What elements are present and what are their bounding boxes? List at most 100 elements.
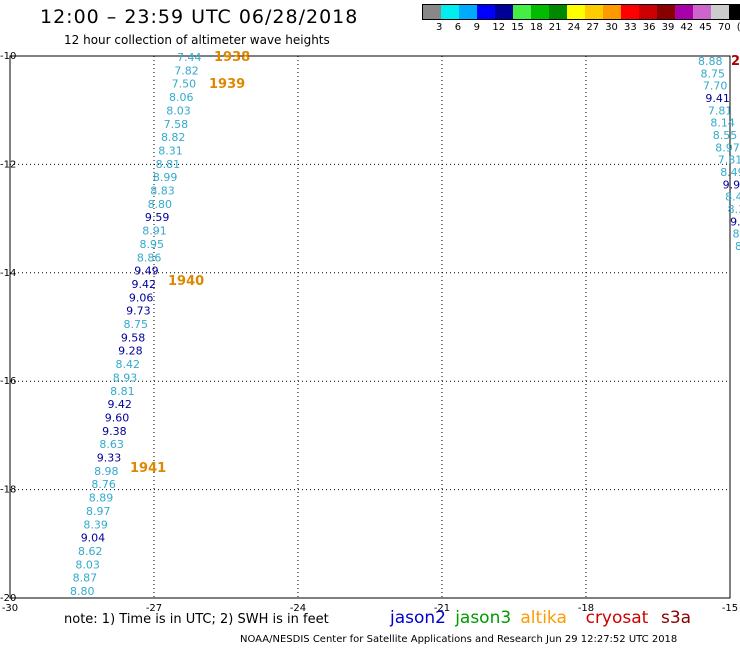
swh-value-track-a: 9.28 [118, 345, 142, 358]
swh-value-track-b: 8.14 [710, 117, 735, 130]
swh-value-track-a: 8.62 [78, 545, 103, 558]
credit-text: NOAA/NESDIS Center for Satellite Applica… [240, 634, 678, 645]
x-tick-label: -30 [2, 603, 18, 614]
colorbar-label: 70 [718, 22, 731, 33]
swh-value-track-b: 8.75 [700, 67, 725, 80]
colorbar-swatch [675, 5, 693, 19]
y-tick-label: -10 [0, 51, 16, 62]
swh-value-track-a: 8.75 [124, 318, 149, 331]
colorbar-label: 15 [511, 22, 524, 33]
y-tick-label: -12 [0, 159, 16, 170]
colorbar-swatch [567, 5, 585, 19]
x-tick-label: -18 [578, 603, 594, 614]
swh-value-track-a: 8.82 [161, 131, 186, 144]
colorbar-swatches [422, 4, 740, 20]
chart-subtitle: 12 hour collection of altimeter wave hei… [64, 33, 330, 47]
swh-value-track-a: 8.89 [89, 492, 114, 505]
colorbar-label: 45 [699, 22, 712, 33]
swh-value-track-a: 8.99 [153, 171, 178, 184]
swh-value-track-a: 9.59 [145, 211, 170, 224]
x-tick-label: -27 [146, 603, 162, 614]
x-tick-label: -15 [722, 603, 738, 614]
chart-title: 12:00 – 23:59 UTC 06/28/2018 [40, 6, 359, 28]
swh-value-track-a: 8.87 [73, 572, 98, 585]
swh-value-track-a: 8.03 [75, 558, 100, 571]
colorbar-swatch [495, 5, 513, 19]
swh-value-track-a: 7.82 [174, 64, 199, 77]
swh-value-track-a: 8.81 [110, 385, 135, 398]
swh-value-track-b: 7.81 [708, 104, 733, 117]
legend-item: jason2 [390, 608, 446, 628]
colorbar-label: 21 [548, 22, 562, 33]
colorbar-label: (ft) [737, 22, 740, 33]
time-label: 1938 [214, 50, 250, 65]
time-label: 1941 [130, 461, 166, 476]
colorbar-swatch [711, 5, 729, 19]
swh-value-track-a: 9.60 [105, 411, 129, 424]
swh-value-track-b: 9.9 [723, 178, 740, 191]
colorbar-swatch [729, 5, 740, 19]
swh-value-track-a: 7.50 [172, 78, 197, 91]
swh-value-track-a: 8.63 [99, 438, 124, 451]
swh-value-track-a: 9.04 [81, 532, 106, 545]
swh-value-track-b: 8.55 [713, 129, 738, 142]
colorbar-swatch [477, 5, 495, 19]
colorbar-swatch [585, 5, 603, 19]
swh-value-track-a: 8.31 [158, 144, 183, 157]
swh-value-track-a: 8.80 [70, 585, 95, 598]
colorbar-label: 18 [530, 22, 543, 33]
swh-value-track-b: 9.4 [730, 215, 740, 228]
colorbar-label: 42 [680, 22, 694, 33]
colorbar-swatch [639, 5, 657, 19]
x-tick-label: -21 [434, 603, 450, 614]
colorbar-label: 9 [473, 22, 480, 33]
swh-value-track-b: 8.4 [725, 191, 740, 204]
swh-value-track-a: 8.95 [140, 238, 165, 251]
swh-value-track-b: 8.3 [728, 203, 740, 216]
time-label: 1940 [168, 274, 204, 289]
y-tick-label: -20 [0, 593, 16, 604]
colorbar-swatch [423, 5, 441, 19]
map-frame [9, 55, 731, 599]
colorbar-swatch [459, 5, 477, 19]
swh-value-track-a: 9.73 [126, 305, 151, 318]
swh-value-track-b: 7.70 [703, 80, 728, 93]
colorbar-label: 24 [567, 22, 581, 33]
swh-value-track-b: 9.41 [705, 92, 730, 105]
colorbar-swatch [549, 5, 567, 19]
swh-value-track-a: 9.42 [132, 278, 157, 291]
swh-value-track-a: 9.38 [102, 425, 127, 438]
legend-item: altika [520, 608, 567, 628]
y-tick-label: -14 [0, 268, 16, 279]
swh-value-track-a: 8.03 [166, 104, 191, 117]
colorbar-swatch [603, 5, 621, 19]
swh-value-track-a: 9.58 [121, 331, 146, 344]
swh-value-track-a: 9.49 [134, 265, 159, 278]
note-text: note: 1) Time is in UTC; 2) SWH is in fe… [64, 612, 329, 627]
swh-value-track-b: 8.97 [715, 141, 740, 154]
colorbar-label: 30 [605, 22, 618, 33]
colorbar-label: 36 [642, 22, 656, 33]
x-tick-label: -24 [290, 603, 306, 614]
colorbar-swatch [531, 5, 549, 19]
swh-value-track-a: 7.58 [164, 118, 189, 131]
swh-value-track-b: 7.81 [718, 154, 740, 167]
swh-value-track-b: 8.8 [733, 228, 740, 241]
colorbar-swatch [513, 5, 531, 19]
colorbar-label: 3 [436, 22, 443, 33]
swh-value-track-b: 8 [735, 240, 740, 253]
colorbar-swatch [657, 5, 675, 19]
swh-value-track-b: 8.88 [698, 55, 723, 68]
swh-value-track-a: 9.42 [107, 398, 132, 411]
y-tick-label: -18 [0, 485, 16, 496]
swh-value-track-a: 8.42 [115, 358, 140, 371]
swh-value-track-a: 7.44 [177, 51, 202, 64]
swh-value-track-b: 8.49 [720, 166, 740, 179]
time-label: 1939 [209, 77, 245, 92]
swh-value-track-a: 8.76 [91, 478, 116, 491]
swh-value-track-a: 8.98 [94, 465, 119, 478]
swh-value-track-a: 8.93 [113, 371, 138, 384]
swh-value-track-a: 8.83 [150, 185, 175, 198]
